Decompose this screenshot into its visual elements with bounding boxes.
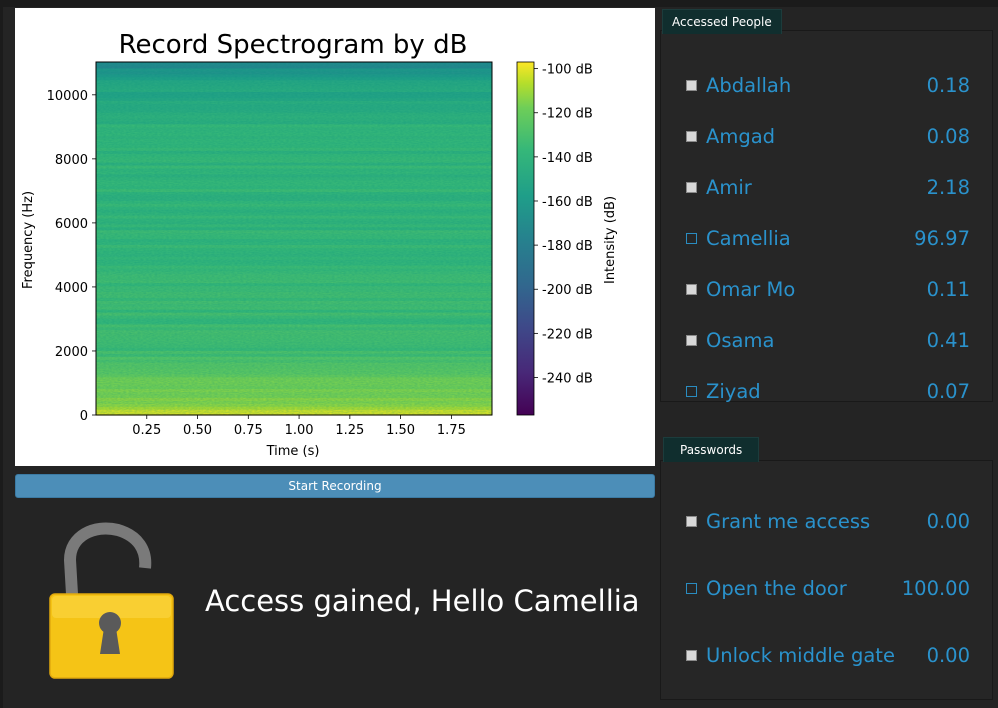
passwords-row[interactable]: Unlock middle gate 0.00 xyxy=(686,644,970,670)
item-name: Unlock middle gate xyxy=(706,644,895,667)
colorbar-tick-label: -140 dB xyxy=(542,151,593,166)
colorbar xyxy=(516,61,535,416)
item-score: 0.11 xyxy=(926,278,970,301)
accessed-people-title: Accessed People xyxy=(662,9,782,34)
item-score: 100.00 xyxy=(901,577,970,600)
chart-title: Record Spectrogram by dB xyxy=(119,30,468,60)
item-score: 0.08 xyxy=(926,125,970,148)
unlocked-padlock-icon xyxy=(49,522,174,679)
spectrogram-svg: 0.25 0.50 0.75 1.00 1.25 1.50 1.75 0 2000 4000 60… xyxy=(21,30,618,459)
x-tick-label: 0.25 xyxy=(132,423,161,438)
checkbox[interactable] xyxy=(686,386,697,397)
x-tick-label: 0.75 xyxy=(234,423,263,438)
y-tick-label: 10000 xyxy=(47,89,88,104)
y-tick-label: 8000 xyxy=(55,153,88,168)
colorbar-tick-label: -220 dB xyxy=(542,327,593,342)
people-row[interactable]: Ziyad 0.07 xyxy=(686,380,970,406)
item-name: Amir xyxy=(706,176,752,199)
checkbox[interactable] xyxy=(686,233,697,244)
people-row[interactable]: Omar Mo 0.11 xyxy=(686,278,970,304)
x-axis-label: Time (s) xyxy=(266,444,320,459)
checkbox[interactable] xyxy=(686,284,697,295)
people-row[interactable]: Camellia 96.97 xyxy=(686,227,970,253)
heatmap-noise-overlay xyxy=(96,62,492,415)
start-recording-button[interactable]: Start Recording xyxy=(15,474,655,498)
x-tick-label: 1.75 xyxy=(437,423,466,438)
people-row[interactable]: Amir 2.18 xyxy=(686,176,970,202)
x-tick-label: 1.50 xyxy=(386,423,415,438)
window-top-border xyxy=(0,0,998,7)
item-score: 0.18 xyxy=(926,74,970,97)
accessed-people-panel xyxy=(660,30,993,402)
colorbar-tick-label: -100 dB xyxy=(542,63,593,78)
colorbar-tick-label: -180 dB xyxy=(542,239,593,254)
item-name: Camellia xyxy=(706,227,791,250)
passwords-panel xyxy=(660,460,993,700)
passwords-row[interactable]: Open the door 100.00 xyxy=(686,577,970,603)
plot-frame xyxy=(95,61,493,416)
checkbox[interactable] xyxy=(686,80,697,91)
item-score: 0.41 xyxy=(926,329,970,352)
item-score: 0.00 xyxy=(926,510,970,533)
item-score: 0.00 xyxy=(926,644,970,667)
colorbar-tick-label: -240 dB xyxy=(542,371,593,386)
people-row[interactable]: Abdallah 0.18 xyxy=(686,74,970,100)
checkbox[interactable] xyxy=(686,131,697,142)
item-name: Omar Mo xyxy=(706,278,796,301)
colorbar-label: Intensity (dB) xyxy=(603,196,618,284)
item-score: 0.07 xyxy=(926,380,970,403)
item-score: 96.97 xyxy=(914,227,970,250)
x-axis: 0.25 0.50 0.75 1.00 1.25 1.50 1.75 xyxy=(132,415,466,438)
colorbar-tick-label: -120 dB xyxy=(542,107,593,122)
window-left-border xyxy=(0,0,3,708)
y-tick-label: 0 xyxy=(80,409,88,424)
y-axis: 0 2000 4000 6000 8000 10000 xyxy=(47,89,96,424)
passwords-row[interactable]: Grant me access 0.00 xyxy=(686,510,970,536)
y-tick-label: 6000 xyxy=(55,217,88,232)
people-row[interactable]: Osama 0.41 xyxy=(686,329,970,355)
colorbar-tick-label: -200 dB xyxy=(542,283,593,298)
y-axis-label: Frequency (Hz) xyxy=(21,191,36,289)
item-score: 2.18 xyxy=(926,176,970,199)
spectrogram-chart: 0.25 0.50 0.75 1.00 1.25 1.50 1.75 0 2000 4000 60… xyxy=(15,8,655,466)
checkbox[interactable] xyxy=(686,516,697,527)
item-name: Abdallah xyxy=(706,74,792,97)
colorbar-tick-label: -160 dB xyxy=(542,195,593,210)
item-name: Grant me access xyxy=(706,510,871,533)
access-status-message: Access gained, Hello Camellia xyxy=(205,584,640,618)
item-name: Amgad xyxy=(706,125,776,148)
x-tick-label: 1.25 xyxy=(335,423,364,438)
checkbox[interactable] xyxy=(686,650,697,661)
checkbox[interactable] xyxy=(686,583,697,594)
x-tick-label: 1.00 xyxy=(285,423,314,438)
people-row[interactable]: Amgad 0.08 xyxy=(686,125,970,151)
checkbox[interactable] xyxy=(686,182,697,193)
passwords-title: Passwords xyxy=(663,437,760,462)
y-tick-label: 4000 xyxy=(55,281,88,296)
item-name: Open the door xyxy=(706,577,847,600)
item-name: Osama xyxy=(706,329,775,352)
colorbar-ticks: -100 dB -120 dB -140 dB -160 dB -180 dB -200 … xyxy=(534,63,593,386)
checkbox[interactable] xyxy=(686,335,697,346)
y-tick-label: 2000 xyxy=(55,345,88,360)
x-tick-label: 0.50 xyxy=(183,423,212,438)
item-name: Ziyad xyxy=(706,380,761,403)
